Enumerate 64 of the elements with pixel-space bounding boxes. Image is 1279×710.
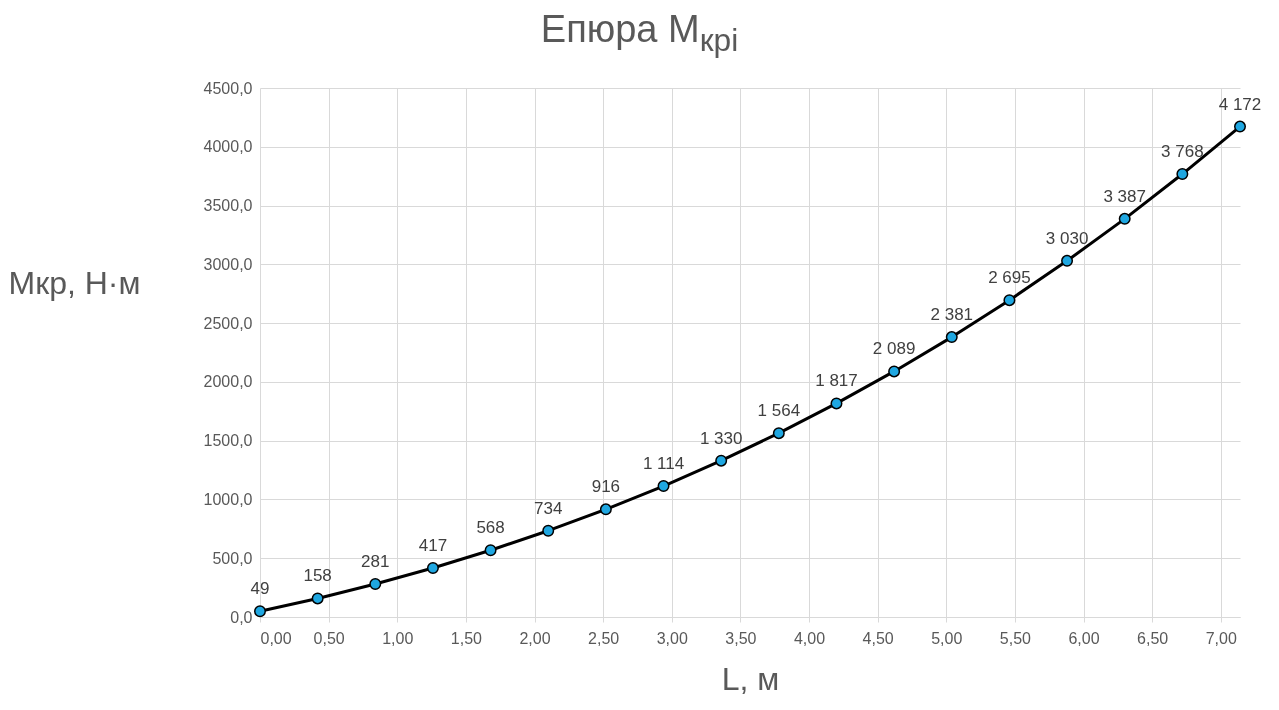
point xyxy=(830,397,843,410)
data-label: 3 387 xyxy=(1103,186,1146,206)
data-label: 1 564 xyxy=(757,401,801,421)
x-tick-label: 1,50 xyxy=(450,629,483,647)
point xyxy=(1176,168,1189,181)
x-axis-title: L, м xyxy=(721,660,780,697)
y-tick-label: 1000,0 xyxy=(203,490,253,508)
data-label: 158 xyxy=(303,566,332,586)
y-axis-title: Мкр, Н·м xyxy=(8,264,141,301)
data-label: 1 330 xyxy=(699,428,743,448)
x-tick-label: 2,00 xyxy=(519,629,551,647)
data-label: 417 xyxy=(418,535,448,555)
data-label: 916 xyxy=(591,477,621,497)
data-label: 3 768 xyxy=(1161,142,1204,162)
point xyxy=(1118,212,1131,225)
y-tick-label: 4500,0 xyxy=(203,79,253,97)
x-tick-label: 1,00 xyxy=(382,629,414,647)
y-tick-label: 500,0 xyxy=(212,549,253,567)
data-label: 1 114 xyxy=(642,454,685,474)
data-label: 734 xyxy=(534,498,563,518)
data-label: 281 xyxy=(361,551,390,571)
point xyxy=(599,503,612,516)
data-label: 2 695 xyxy=(988,268,1031,288)
point xyxy=(311,592,324,605)
data-label: 1 817 xyxy=(815,371,858,391)
x-tick-label: 0,00 xyxy=(260,629,292,647)
point xyxy=(254,605,266,618)
point xyxy=(542,524,555,537)
data-label: 2 089 xyxy=(872,339,916,359)
point xyxy=(945,331,958,344)
x-tick-label: 6,00 xyxy=(1068,629,1100,647)
x-tick-label: 7,00 xyxy=(1205,629,1237,647)
chart-title: Епюра M$_{кpi}$ xyxy=(539,8,740,59)
y-tick-label: 2500,0 xyxy=(203,314,253,332)
y-tick-label: 3000,0 xyxy=(203,255,253,273)
x-tick-label: 0,50 xyxy=(313,629,345,647)
point xyxy=(484,544,497,557)
point xyxy=(369,577,382,590)
x-tick-label: 6,50 xyxy=(1137,629,1169,647)
data-label: 2 381 xyxy=(930,305,974,325)
y-tick-label: 2000,0 xyxy=(203,373,253,391)
x-tick-label: 4,50 xyxy=(862,629,894,647)
x-tick-label: 5,00 xyxy=(931,629,963,647)
point xyxy=(1234,120,1246,133)
point xyxy=(1061,254,1074,267)
y-tick-label: 0,0 xyxy=(230,608,253,626)
x-tick-label: 4,00 xyxy=(793,629,826,647)
data-label: 4 172 xyxy=(1218,94,1262,114)
x-tick-label: 3,00 xyxy=(656,629,688,647)
point xyxy=(426,562,439,574)
y-tick-label: 1500,0 xyxy=(203,432,253,450)
data-label: 568 xyxy=(476,518,505,538)
point xyxy=(888,365,901,378)
x-tick-label: 3,50 xyxy=(725,629,757,647)
data-label: 49 xyxy=(250,579,270,599)
x-tick-label: 5,50 xyxy=(999,629,1032,647)
y-tick-label: 3500,0 xyxy=(203,197,253,215)
point xyxy=(715,454,728,467)
y-tick-label: 4000,0 xyxy=(203,138,253,156)
data-label: 3 030 xyxy=(1045,228,1089,248)
point xyxy=(1003,294,1016,307)
point xyxy=(657,480,670,493)
x-tick-label: 2,50 xyxy=(588,629,620,647)
point xyxy=(772,427,785,440)
